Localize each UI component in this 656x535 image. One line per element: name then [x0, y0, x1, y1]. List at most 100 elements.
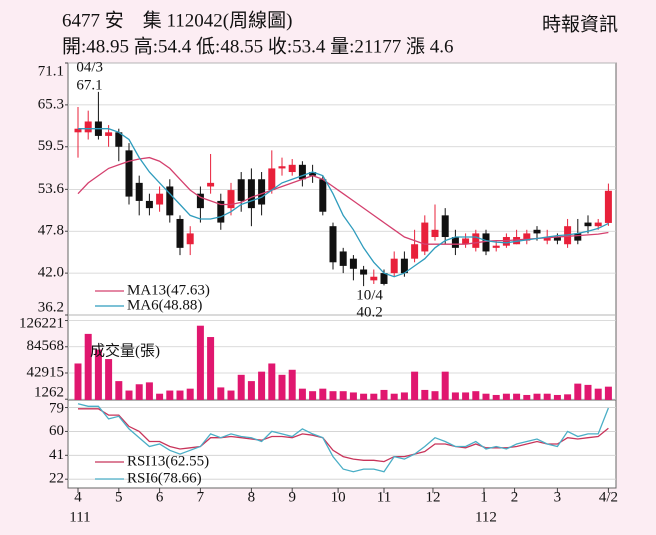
- volume-bar: [523, 394, 531, 400]
- volume-bar: [196, 325, 204, 400]
- volume-bar: [84, 333, 92, 400]
- volume-bar: [543, 393, 551, 400]
- volume-bar: [237, 374, 245, 400]
- candle-body: [176, 218, 184, 248]
- candle-body: [451, 237, 459, 248]
- candle-body: [125, 150, 133, 197]
- candle-body: [492, 245, 500, 248]
- volume-bar: [74, 363, 82, 400]
- volume-bar: [339, 391, 347, 400]
- y-tick-label: 1262: [34, 384, 64, 400]
- candle-body: [135, 182, 143, 201]
- candle-body: [227, 190, 235, 209]
- volume-bar: [574, 383, 582, 400]
- volume-bar: [533, 393, 541, 400]
- volume-bar: [125, 390, 133, 400]
- volume-bar: [258, 371, 266, 400]
- legend-label: MA6(48.88): [127, 297, 202, 313]
- volume-bar: [145, 382, 153, 400]
- y-tick-label: 47.8: [38, 223, 64, 239]
- y-tick-label: 79: [49, 400, 64, 416]
- volume-bar: [502, 393, 510, 400]
- candle-body: [472, 233, 480, 248]
- candle-body: [268, 168, 276, 191]
- y-tick-label: 84568: [27, 338, 65, 354]
- candle-body: [329, 226, 337, 263]
- plot-area: [67, 62, 617, 489]
- candle-body: [288, 164, 296, 173]
- summary: 開:48.95 高:54.4 低:48.55 收:53.4 量:21177 漲 …: [62, 35, 453, 57]
- candle-body: [421, 222, 429, 252]
- x-tick-label: 1: [480, 489, 488, 505]
- candle-body: [574, 233, 582, 241]
- volume-bar: [227, 390, 235, 400]
- candle-body: [594, 222, 602, 227]
- legend-label: RSI6(78.66): [127, 470, 202, 486]
- annotation-date: 10/4: [356, 287, 383, 303]
- line-series: [77, 403, 610, 473]
- line-series: [77, 156, 609, 245]
- volume-bar: [360, 393, 368, 400]
- candle-body: [217, 200, 225, 223]
- candle-body: [309, 172, 317, 176]
- candle-body: [431, 229, 439, 238]
- candle-body: [258, 179, 266, 205]
- candle-body: [237, 179, 245, 201]
- candle-body: [84, 121, 92, 133]
- candle-body: [513, 237, 521, 245]
- candle-body: [115, 132, 123, 147]
- volume-bar: [176, 390, 184, 400]
- volume-bar: [400, 392, 408, 400]
- candle-body: [533, 229, 541, 234]
- y-tick-label: 59.5: [38, 138, 64, 154]
- volume-bar: [380, 389, 388, 400]
- volume-bar: [431, 391, 439, 400]
- volume-bar: [105, 359, 113, 400]
- candle-body: [360, 269, 368, 275]
- volume-bar: [268, 363, 276, 400]
- candle-body: [319, 179, 327, 212]
- x-tick-label: 6: [156, 489, 164, 505]
- candle-body: [105, 132, 113, 136]
- x-tick-label: 8: [248, 489, 256, 505]
- candle-body: [186, 233, 194, 245]
- source: 時報資訊: [542, 13, 618, 35]
- candle-body: [349, 258, 357, 269]
- x-tick-label: 4: [74, 489, 82, 505]
- candle-body: [553, 237, 561, 241]
- volume-bar: [492, 394, 500, 400]
- volume-bar: [278, 374, 286, 400]
- legend-label: MA13(47.63): [127, 282, 210, 298]
- x-tick-label: 9: [288, 489, 296, 505]
- line-series: [78, 128, 609, 278]
- candle-body: [339, 251, 347, 266]
- y-tick-label: 41: [49, 447, 64, 463]
- volume-bar: [604, 386, 612, 400]
- candle-body: [370, 276, 378, 281]
- x-tick-label: 7: [197, 489, 205, 505]
- volume-bar: [94, 349, 102, 400]
- volume-bar: [247, 381, 255, 400]
- candle-body: [584, 222, 592, 227]
- candle-body: [400, 258, 408, 274]
- x-tick-label: 4/2: [599, 489, 618, 505]
- volume-bar: [390, 393, 398, 400]
- x-tick-label: 10: [331, 489, 346, 505]
- candle-body: [482, 233, 490, 252]
- candle-body: [207, 182, 215, 187]
- volume-bar: [513, 393, 521, 400]
- x-tick-label: 3: [554, 489, 562, 505]
- y-tick-label: 71.1: [38, 63, 64, 79]
- candle-body: [441, 215, 449, 238]
- candle-body: [247, 179, 255, 209]
- volume-bar: [319, 388, 327, 400]
- volume-bar: [564, 394, 572, 400]
- volume-bar: [441, 371, 449, 400]
- candle-body: [74, 128, 82, 133]
- volume-bar: [553, 394, 561, 400]
- candle-body: [298, 164, 306, 180]
- candle-body: [523, 233, 531, 241]
- volume-bar: [370, 393, 378, 400]
- legend-label: RSI13(62.55): [127, 453, 209, 469]
